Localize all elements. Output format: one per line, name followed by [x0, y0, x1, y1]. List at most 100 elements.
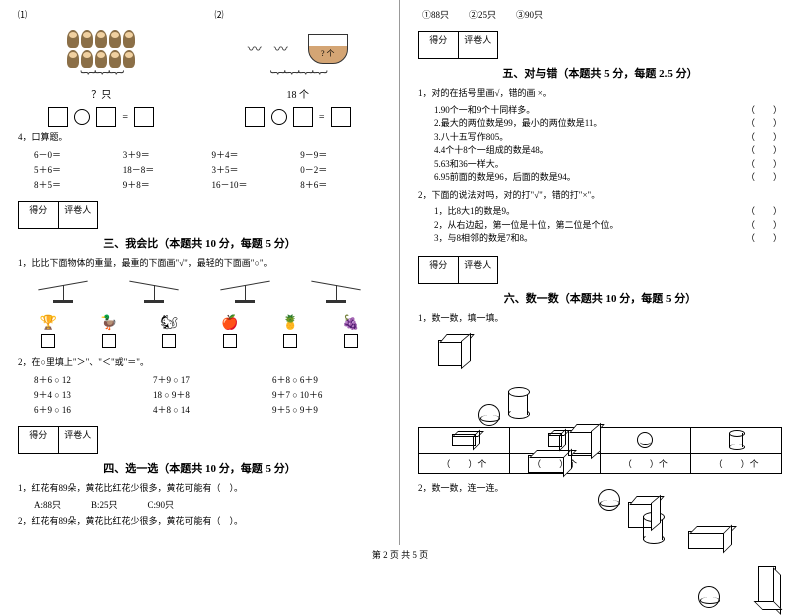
- monkey-icon: [109, 50, 121, 68]
- balance-icon: [215, 277, 275, 307]
- answer-box[interactable]: [283, 334, 297, 348]
- answer-box[interactable]: [331, 107, 351, 127]
- opt-b[interactable]: B:25只: [91, 498, 118, 511]
- cylinder-header: [691, 428, 782, 454]
- tf-line: 2，从右边起，第一位是十位，第二位是个位。（ ）: [434, 219, 782, 233]
- s3q1: 1，比比下面物体的重量，最重的下面画"√"，最轻的下面画"○"。: [18, 257, 381, 270]
- score-box: 得分 评卷人: [18, 426, 98, 454]
- answer-box[interactable]: [48, 107, 68, 127]
- fig1-label: ？只: [18, 86, 185, 101]
- s5q1: 1，对的在括号里画√，错的画 ×。: [418, 87, 782, 100]
- balance-icon: [306, 277, 366, 307]
- arith-item: 9＋4＝: [212, 148, 293, 161]
- answer-box[interactable]: [245, 107, 265, 127]
- count-cell[interactable]: （ ）个: [600, 454, 691, 474]
- cylinder-icon: [729, 433, 743, 447]
- tf-text: 4.4个十8个一组成的数是48。: [434, 144, 549, 158]
- q4-title: 4，口算题。: [18, 131, 381, 144]
- tf-list-2: 1，比8大1的数是9。（ ）2，从右边起，第一位是十位，第二位是个位。（ ）3，…: [434, 205, 782, 246]
- operator-circle[interactable]: [271, 109, 287, 125]
- monkey-grid: [67, 30, 135, 68]
- cube-icon: [568, 430, 594, 456]
- cuboid-icon: [452, 434, 476, 446]
- opt-1[interactable]: ①88只: [422, 8, 449, 21]
- ineq-item: 6＋9 ○ 16: [34, 403, 143, 416]
- s5q2: 2，下面的说法对吗，对的打"√"，错的打"×"。: [418, 189, 782, 202]
- item-row-1: 🏆 🦆 🐿 🍎 🍍 🍇: [18, 315, 381, 348]
- count-cell[interactable]: （ ）个: [419, 454, 510, 474]
- equation-boxes: =: [215, 107, 382, 127]
- tf-paren[interactable]: （ ）: [746, 232, 782, 246]
- opt-2[interactable]: ②25只: [469, 8, 496, 21]
- ineq-item: 6＋8 ○ 6＋9: [272, 373, 381, 386]
- answer-box[interactable]: [293, 107, 313, 127]
- cube-icon: [438, 340, 464, 366]
- operator-circle[interactable]: [74, 109, 90, 125]
- section-6-title: 六、数一数（本题共 10 分，每题 5 分）: [418, 290, 782, 306]
- grader-label: 评卷人: [59, 427, 98, 453]
- tf-paren[interactable]: （ ）: [746, 144, 782, 158]
- brace-icon: ︸︸︸: [18, 76, 185, 84]
- opt-3[interactable]: ③90只: [516, 8, 543, 21]
- opt-c[interactable]: C:90只: [148, 498, 175, 511]
- cube-icon: [628, 502, 654, 528]
- s4q2-options: ①88只 ②25只 ③90只: [422, 8, 782, 21]
- monkey-icon: [67, 30, 79, 48]
- ineq-item: 18 ○ 9＋8: [153, 388, 262, 401]
- ineq-item: 9＋5 ○ 9＋9: [272, 403, 381, 416]
- section-3-title: 三、我会比（本题共 10 分，每题 5 分）: [18, 235, 381, 251]
- answer-box[interactable]: [134, 107, 154, 127]
- monkey-icon: [123, 50, 135, 68]
- arith-item: 9－9＝: [300, 148, 381, 161]
- opt-a[interactable]: A:88只: [34, 498, 61, 511]
- tf-text: 2.最大的两位数是99，最小的两位数是11。: [434, 117, 602, 131]
- tf-paren[interactable]: （ ）: [746, 219, 782, 233]
- monkey-icon: [81, 30, 93, 48]
- tf-paren[interactable]: （ ）: [746, 131, 782, 145]
- count-cell[interactable]: （ ）个: [691, 454, 782, 474]
- ineq-item: 4＋8 ○ 14: [153, 403, 262, 416]
- score-box: 得分 评卷人: [18, 201, 98, 229]
- answer-box[interactable]: [102, 334, 116, 348]
- item-cell: 🍎: [221, 315, 238, 348]
- fig2-image: [215, 21, 382, 76]
- tf-line: 6.95前面的数是96，后面的数是94。（ ）: [434, 171, 782, 185]
- cuboid-header: [419, 428, 510, 454]
- tf-paren[interactable]: （ ）: [746, 158, 782, 172]
- monkey-icon: [95, 50, 107, 68]
- answer-box[interactable]: [162, 334, 176, 348]
- answer-box[interactable]: [223, 334, 237, 348]
- answer-box[interactable]: [96, 107, 116, 127]
- tf-paren[interactable]: （ ）: [746, 117, 782, 131]
- tf-line: 1.90个一和9个十同样多。（ ）: [434, 104, 782, 118]
- ineq-item: 7＋9 ○ 17: [153, 373, 262, 386]
- brace-icon: ︸︸︸︸: [215, 76, 382, 84]
- answer-box[interactable]: [344, 334, 358, 348]
- cylinder-icon: [508, 391, 528, 415]
- arith-item: 3＋9＝: [123, 148, 204, 161]
- tf-paren[interactable]: （ ）: [746, 104, 782, 118]
- arithmetic-grid: 6－0＝3＋9＝9＋4＝9－9＝5＋6＝18－8＝3＋5＝0－2＝8＋5＝9＋8…: [34, 148, 381, 191]
- strawberry-icon: [248, 39, 262, 59]
- sphere-icon: [598, 489, 620, 511]
- balance-row-1: [18, 273, 381, 311]
- item-cell: 🍍: [282, 315, 299, 348]
- ineq-item: 9＋7 ○ 10＋6: [272, 388, 381, 401]
- cuboid-icon: [688, 531, 726, 549]
- monkey-icon: [123, 30, 135, 48]
- arith-item: 8＋5＝: [34, 178, 115, 191]
- tf-text: 1，比8大1的数是9。: [434, 205, 515, 219]
- score-box: 得分 评卷人: [418, 31, 498, 59]
- score-box: 得分 评卷人: [418, 256, 498, 284]
- tf-paren[interactable]: （ ）: [746, 171, 782, 185]
- arith-item: 6－0＝: [34, 148, 115, 161]
- tf-paren[interactable]: （ ）: [746, 205, 782, 219]
- arith-item: 9＋8＝: [123, 178, 204, 191]
- grape-icon: 🍇: [342, 316, 359, 331]
- monkey-icon: [81, 50, 93, 68]
- basket-icon: [308, 34, 348, 64]
- left-column: ⑴ ︸︸︸ ？只 = ⑵: [0, 0, 400, 545]
- answer-box[interactable]: [41, 334, 55, 348]
- table-row: （ ）个 （ ）个 （ ）个 （ ）个: [419, 454, 782, 474]
- fig1-num: ⑴: [18, 8, 185, 21]
